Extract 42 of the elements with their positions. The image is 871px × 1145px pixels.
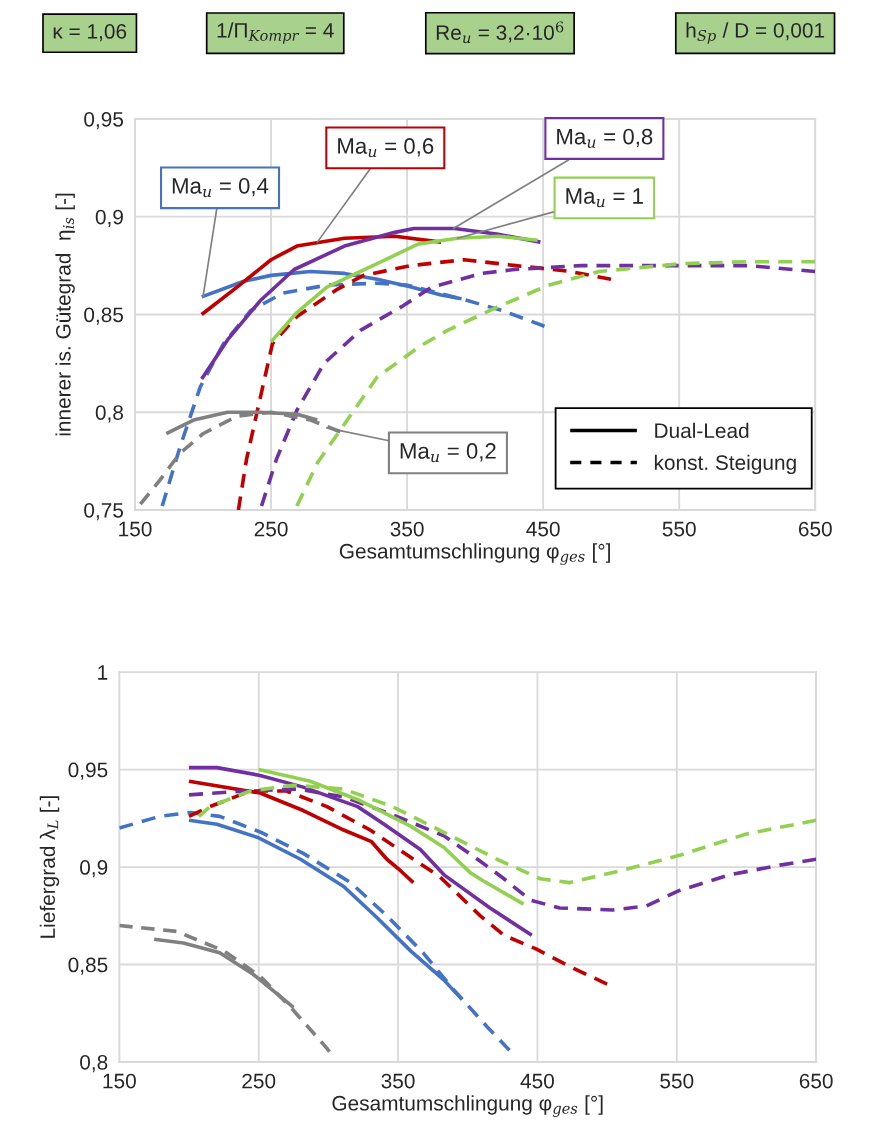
x-tick-label: 550 [660,1073,694,1089]
y-axis-title: innerer is. Gütegrad η$_{is}$ [-] [55,193,75,436]
annotation: Ma$_{u}$ = 0,4 [172,177,269,198]
x-tick-label: 150 [119,521,152,537]
y-tick-label: 0,95 [68,762,108,780]
line-series [152,937,296,1010]
text: Re$_{u}$ = 3,2·10$^{6}$ [436,21,564,44]
line-series [236,257,613,510]
x-tick-label: 150 [103,1073,136,1089]
annotation: Ma$_{u}$ = 0,8 [557,128,653,148]
annotation: Ma$_{u}$ = 0,6 [338,138,434,158]
x-tick-label: 550 [662,521,696,537]
y-axis-title: Liefergrad λ$_{L}$ [-] [39,796,60,938]
y-tick-label: 0,95 [84,111,124,130]
line-series [269,234,540,344]
line-series [119,810,512,1053]
annotation: Ma$_{u}$ = 1 [566,188,643,208]
y-tick-label: 0,8 [95,405,123,423]
legend-label: konst. Steigung [654,454,796,475]
y-tick-label: 0,9 [80,860,108,878]
y-tick-label: 0,9 [95,209,123,227]
x-axis-title: Gesamtumschlingung φ$_{ges}$ [°] [339,543,610,565]
text: κ = 1,06 [53,24,127,42]
y-tick-label: 0,85 [84,307,124,325]
x-tick-label: 250 [254,521,288,537]
x-axis-title: Gesamtumschlingung φ$_{ges}$ [°] [332,1095,603,1117]
y-tick-label: 0,85 [68,957,108,975]
x-tick-label: 650 [799,1073,833,1089]
y-tick-label: 0,8 [80,1054,108,1073]
y-tick-label: 0,75 [84,502,124,521]
annotation: Ma$_{u}$ = 0,2 [400,443,496,463]
text: 1/Π$_{Kompr}$ = 4 [217,22,334,44]
x-tick-label: 650 [798,521,832,537]
legend-label: Dual-Lead [655,422,749,439]
text: h$_{Sp}$ / D = 0,001 [686,22,825,44]
x-tick-label: 450 [520,1073,554,1089]
x-tick-label: 350 [390,521,424,537]
line-series [119,923,332,1055]
y-tick-label: 1 [98,665,108,680]
x-tick-label: 450 [526,521,560,537]
x-tick-label: 350 [381,1073,415,1089]
x-tick-label: 250 [242,1073,276,1089]
